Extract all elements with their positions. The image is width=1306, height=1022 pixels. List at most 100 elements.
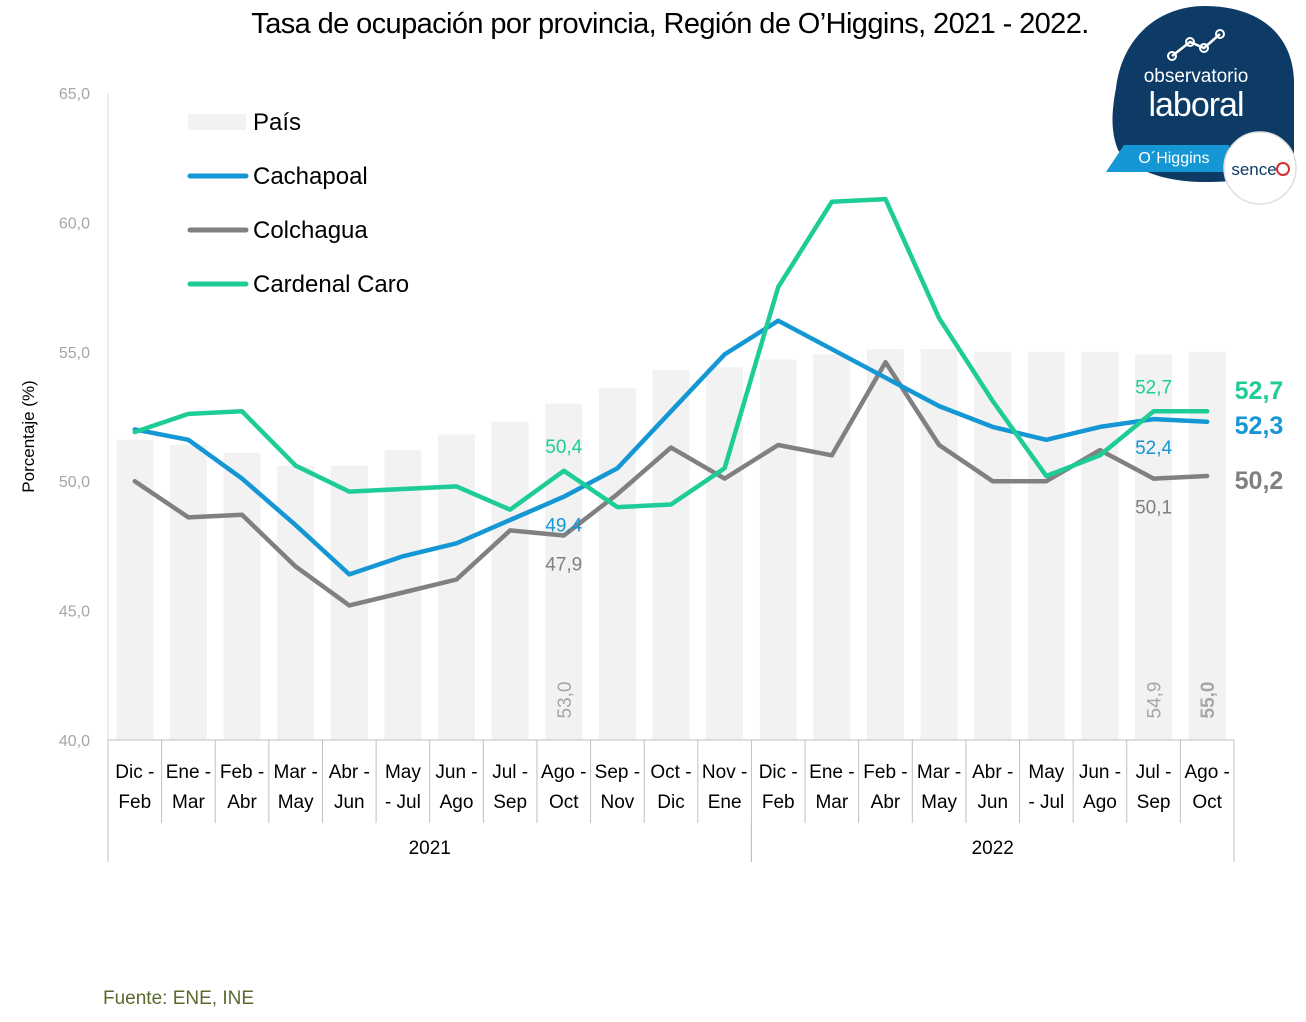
bar-pais	[223, 452, 261, 740]
x-tick-label: Oct	[1192, 792, 1222, 813]
group-label: 2022	[972, 838, 1014, 859]
x-tick-label: Mar -	[274, 762, 318, 783]
y-tick-label: 50,0	[59, 474, 90, 491]
data-label-colchagua: 47,9	[545, 555, 582, 576]
data-label-cachapoal: 52,4	[1135, 438, 1172, 459]
logo-line1: observatorio	[1144, 66, 1249, 87]
x-tick-label: Ago	[1083, 792, 1117, 813]
x-tick-label: Mar	[815, 792, 848, 813]
legend-item-cachapoal: Cachapoal	[187, 163, 368, 190]
logo-line2: laboral	[1148, 86, 1243, 124]
source-note: Fuente: ENE, INE	[103, 988, 255, 1009]
x-tick-label: Ago -	[541, 762, 586, 783]
bar-pais	[759, 359, 797, 740]
end-label-cardenal-caro: 52,7	[1235, 377, 1284, 405]
legend: País Cachapoal Colchagua Cardenal Caro	[187, 109, 409, 298]
x-tick-label: May	[1028, 762, 1064, 783]
x-tick-label: Ene -	[809, 762, 854, 783]
x-tick-label: Jun -	[1079, 762, 1121, 783]
x-tick-label: Abr	[871, 792, 901, 813]
bar-pais	[598, 388, 636, 740]
y-tick-label: 65,0	[59, 86, 90, 103]
x-tick-label: Jun	[977, 792, 1008, 813]
end-label-cachapoal: 52,3	[1235, 412, 1284, 440]
x-tick-label: Dic -	[115, 762, 154, 783]
x-tick-label: Abr -	[972, 762, 1013, 783]
bar-value-label: 54,9	[1145, 682, 1166, 719]
series-line-colchagua	[132, 359, 1210, 608]
x-tick-label: Ago -	[1184, 762, 1229, 783]
legend-item-pais: País	[188, 109, 301, 136]
data-label-cardenal-caro: 52,7	[1135, 377, 1172, 398]
trend-dot	[1199, 43, 1209, 53]
x-tick-label: Nov -	[702, 762, 747, 783]
partner-name: sence	[1231, 160, 1276, 179]
bar-pais	[813, 354, 851, 740]
x-tick-label: Abr	[227, 792, 257, 813]
trend-dot	[1185, 37, 1195, 47]
y-tick-label: 45,0	[59, 604, 90, 621]
legend-label: Cachapoal	[253, 163, 368, 190]
x-tick-label: Feb	[762, 792, 795, 813]
x-axis: Dic - Feb Ene - Mar Feb - Abr Mar - May Abr - Jun…	[107, 739, 1235, 862]
legend-swatch	[188, 114, 246, 130]
x-tick-label: Abr -	[329, 762, 370, 783]
bar-pais	[1188, 351, 1226, 740]
legend-label: País	[253, 109, 301, 136]
bar-pais	[277, 465, 315, 740]
observatorio-laboral-logo: observatorio laboral O´Higgins sence	[1106, 6, 1297, 205]
legend-item-colchagua: Colchagua	[187, 217, 368, 244]
y-axis-title: Porcentaje (%)	[19, 380, 38, 492]
trend-dot	[1215, 29, 1225, 39]
y-tick-label: 60,0	[59, 215, 90, 232]
bar-pais	[920, 349, 958, 740]
bar-pais	[1027, 351, 1065, 740]
x-tick-label: - Jul	[1028, 792, 1064, 813]
x-tick-label: Nov	[600, 792, 634, 813]
x-tick-label: - Jul	[385, 792, 421, 813]
legend-label: Cardenal Caro	[253, 271, 409, 298]
group-label: 2021	[409, 838, 451, 859]
series-line-cachapoal	[132, 318, 1210, 577]
x-tick-label: Ago	[440, 792, 474, 813]
x-tick-label: Dic -	[759, 762, 798, 783]
x-tick-label: May	[921, 792, 957, 813]
end-label-colchagua: 50,2	[1235, 467, 1284, 495]
x-tick-label: Oct	[549, 792, 579, 813]
bar-value-label: 55,0	[1198, 682, 1219, 719]
logo-region: O´Higgins	[1138, 150, 1209, 167]
data-label-cachapoal: 49,4	[545, 516, 582, 537]
x-tick-label: Mar -	[917, 762, 961, 783]
bar-pais	[866, 349, 904, 740]
bar-pais	[974, 351, 1012, 740]
x-tick-label: Feb -	[863, 762, 907, 783]
x-tick-label: Oct -	[650, 762, 691, 783]
y-tick-label: 55,0	[59, 345, 90, 362]
x-tick-label: Jul -	[492, 762, 528, 783]
x-tick-label: Sep	[1137, 792, 1171, 813]
pais-bars	[116, 349, 1226, 740]
x-tick-label: Feb	[118, 792, 151, 813]
bar-pais	[491, 421, 529, 740]
sence-logo: sence	[1223, 131, 1297, 205]
bar-value-label: 53,0	[555, 682, 576, 719]
x-tick-label: May	[278, 792, 314, 813]
x-tick-label: Jun	[334, 792, 365, 813]
data-label-cardenal-caro: 50,4	[545, 437, 582, 458]
chart-title: Tasa de ocupación por provincia, Región …	[251, 8, 1089, 40]
x-tick-label: Ene	[708, 792, 742, 813]
trend-line-icon	[1171, 33, 1221, 57]
bar-pais	[438, 434, 476, 740]
bar-pais	[545, 403, 583, 740]
data-label-colchagua: 50,1	[1135, 498, 1172, 519]
sence-swirl-icon	[1276, 162, 1290, 176]
x-tick-label: Sep -	[595, 762, 640, 783]
x-tick-label: Dic	[657, 792, 684, 813]
trend-dot	[1167, 51, 1177, 61]
x-tick-label: Feb -	[220, 762, 264, 783]
legend-label: Colchagua	[253, 217, 368, 244]
legend-item-cardenal-caro: Cardenal Caro	[187, 271, 409, 298]
y-tick-label: 40,0	[59, 733, 90, 750]
bar-pais	[652, 369, 690, 740]
